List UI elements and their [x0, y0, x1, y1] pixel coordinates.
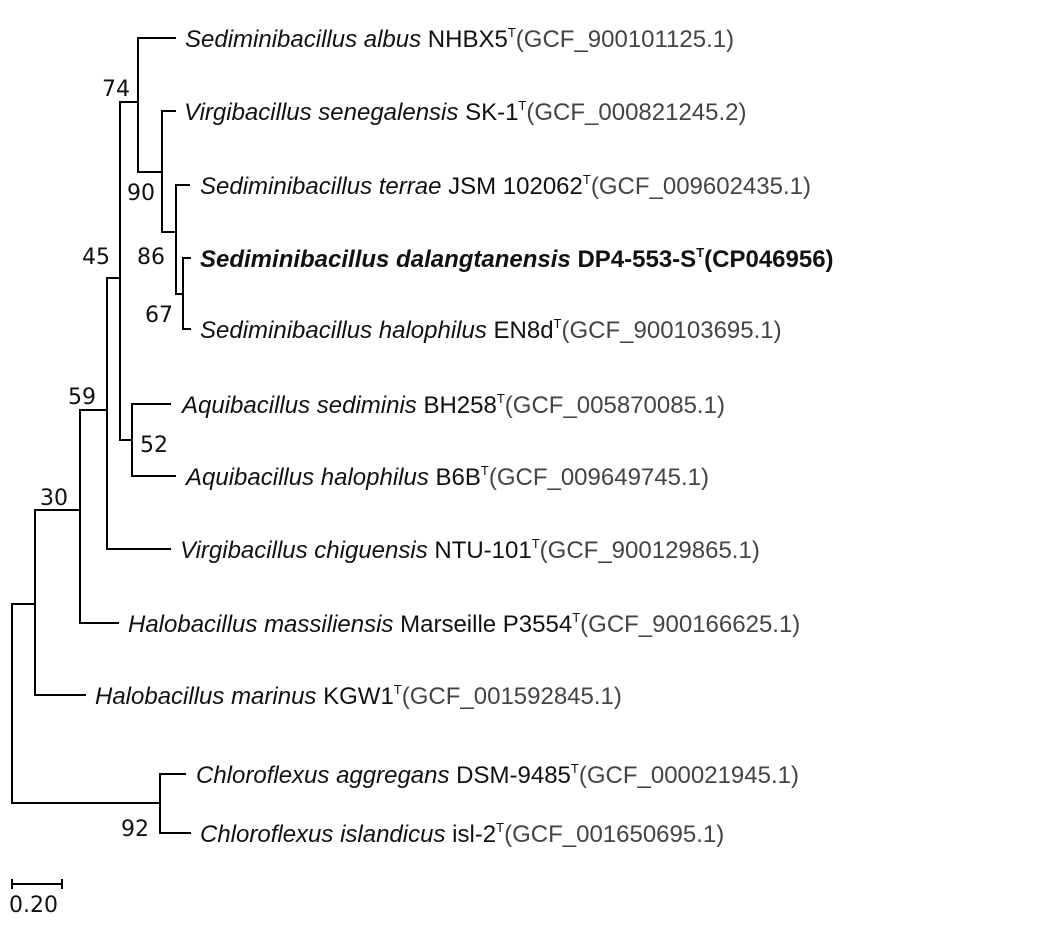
- leaf-label: Sediminibacillus albus NHBX5T(GCF_900101…: [185, 25, 734, 53]
- leaf-label: Sediminibacillus terrae JSM 102062T(GCF_…: [200, 172, 811, 200]
- bootstrap-values: 74 90 86 67 45 59 52 30 92: [40, 77, 173, 842]
- leaf-labels: Sediminibacillus albus NHBX5T(GCF_900101…: [95, 25, 834, 848]
- scale-bar-label: 0.20: [9, 893, 58, 918]
- leaf-label: Virgibacillus chiguensis NTU-101T(GCF_90…: [180, 536, 760, 564]
- leaf-label: Halobacillus marinus KGW1T(GCF_001592845…: [95, 682, 622, 710]
- scale-bar: 0.20: [9, 879, 63, 918]
- leaf-label: Chloroflexus aggregans DSM-9485T(GCF_000…: [196, 761, 799, 789]
- bootstrap-59: 59: [68, 385, 96, 410]
- bootstrap-52: 52: [140, 433, 168, 458]
- bootstrap-86: 86: [137, 245, 165, 270]
- bootstrap-74: 74: [102, 77, 130, 102]
- bootstrap-67: 67: [145, 303, 173, 328]
- leaf-label: Halobacillus massiliensis Marseille P355…: [128, 610, 800, 638]
- tree-branches: [11, 37, 191, 834]
- leaf-label: Chloroflexus islandicus isl-2T(GCF_00165…: [200, 820, 724, 848]
- leaf-label-highlighted: Sediminibacillus dalangtanensis DP4-553-…: [200, 245, 834, 273]
- bootstrap-30: 30: [40, 486, 68, 511]
- bootstrap-45: 45: [82, 245, 110, 270]
- bootstrap-92: 92: [121, 817, 149, 842]
- leaf-label: Sediminibacillus halophilus EN8dT(GCF_90…: [200, 316, 782, 344]
- leaf-label: Aquibacillus halophilus B6BT(GCF_0096497…: [184, 463, 709, 491]
- bootstrap-90: 90: [127, 181, 155, 206]
- leaf-label: Virgibacillus senegalensis SK-1T(GCF_000…: [184, 98, 747, 126]
- leaf-label: Aquibacillus sediminis BH258T(GCF_005870…: [180, 391, 725, 419]
